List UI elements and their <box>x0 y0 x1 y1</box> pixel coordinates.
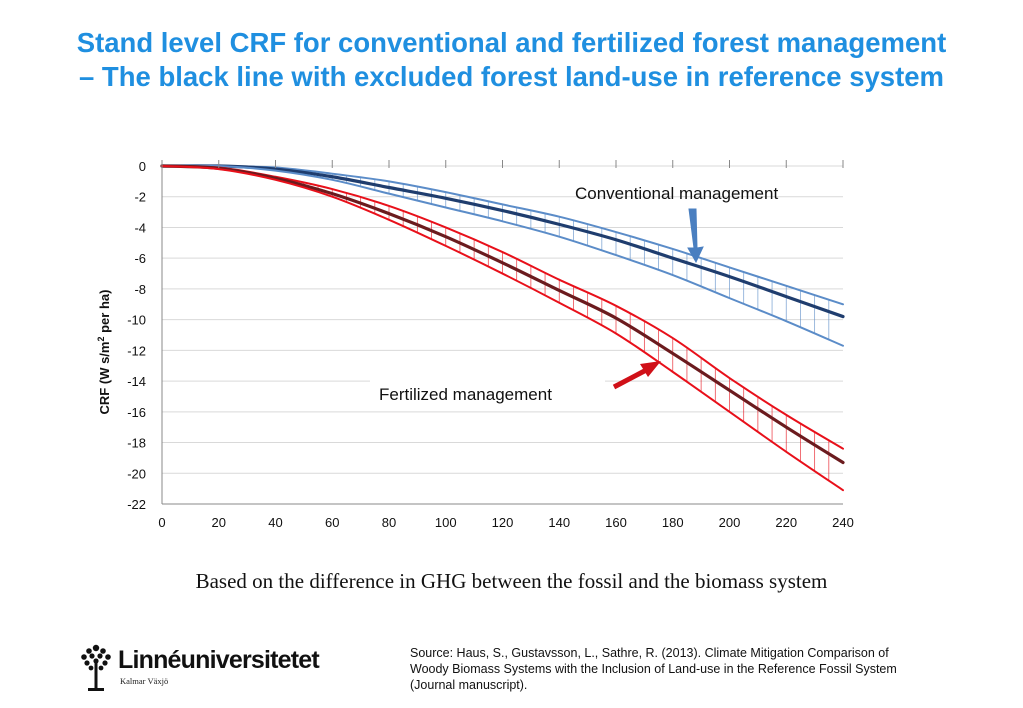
x-tick-label: 0 <box>158 515 165 530</box>
y-tick-label: -14 <box>127 374 146 389</box>
y-axis-label-main: CRF (W s/m <box>97 342 112 415</box>
fertilized-callout: Fertilized management <box>379 385 552 404</box>
title-line-1: Stand level CRF for conventional and fer… <box>76 27 947 58</box>
x-tick-label: 200 <box>719 515 741 530</box>
tree-icon <box>81 644 111 691</box>
slide-title: Stand level CRF for conventional and fer… <box>0 26 1023 94</box>
logo-tagline: Kalmar Växjö <box>120 676 169 686</box>
difference-hatching <box>246 166 830 481</box>
y-tick-label: -18 <box>127 436 146 451</box>
x-tick-label: 20 <box>212 515 226 530</box>
y-tick-label: -10 <box>127 313 146 328</box>
y-tick-label: -16 <box>127 405 146 420</box>
y-tick-label: -22 <box>127 497 146 512</box>
x-tick-label: 180 <box>662 515 684 530</box>
x-tick-label: 80 <box>382 515 396 530</box>
chart-subtitle: Based on the difference in GHG between t… <box>195 569 828 593</box>
y-tick-label: 0 <box>139 159 146 174</box>
x-tick-label: 60 <box>325 515 339 530</box>
y-tick-label: -6 <box>134 251 146 266</box>
x-tick-label: 140 <box>548 515 570 530</box>
y-axis-label-tail: per ha) <box>97 290 112 337</box>
fertilized-center-line <box>160 164 845 465</box>
y-axis-label-sup: 2 <box>96 337 106 342</box>
source-citation: Source: Haus, S., Gustavsson, L., Sathre… <box>410 646 897 692</box>
y-axis-label: CRF (W s/m2 per ha) <box>96 290 112 415</box>
logo-wordmark: Linnéuniversitetet <box>118 646 320 674</box>
y-tick-label: -4 <box>134 220 146 235</box>
x-tick-label: 160 <box>605 515 627 530</box>
crf-chart: 0 -2 -4 -6 -8 -10 -12 -14 -16 -18 -20 -22 0 20 40 60 80 1… <box>96 159 854 530</box>
conventional-center-line <box>160 164 845 319</box>
university-logo: Linnéuniversitetet Kalmar Växjö <box>78 642 348 692</box>
fertilized-lower-line <box>161 165 844 492</box>
conventional-arrow <box>687 208 704 264</box>
x-tick-label: 100 <box>435 515 457 530</box>
axes <box>161 160 844 505</box>
annotations: Conventional management Fertilized manage… <box>370 184 778 408</box>
fertilized-callout-bg <box>370 378 605 408</box>
y-tick-label: -2 <box>134 190 146 205</box>
y-tick-label: -12 <box>127 343 146 358</box>
tick-labels: 0 -2 -4 -6 -8 -10 -12 -14 -16 -18 -20 -22 0 20 40 60 80 1… <box>127 159 854 530</box>
title-line-2: – The black line with excluded forest la… <box>78 61 944 92</box>
y-tick-label: -8 <box>134 282 146 297</box>
x-tick-label: 40 <box>268 515 282 530</box>
conventional-callout: Conventional management <box>575 184 778 203</box>
x-tick-label: 220 <box>775 515 797 530</box>
x-tick-label: 120 <box>492 515 514 530</box>
conventional-lower-line <box>161 164 844 347</box>
x-tick-label: 240 <box>832 515 854 530</box>
y-tick-label: -20 <box>127 466 146 481</box>
fertilized-arrow-head <box>640 361 661 377</box>
